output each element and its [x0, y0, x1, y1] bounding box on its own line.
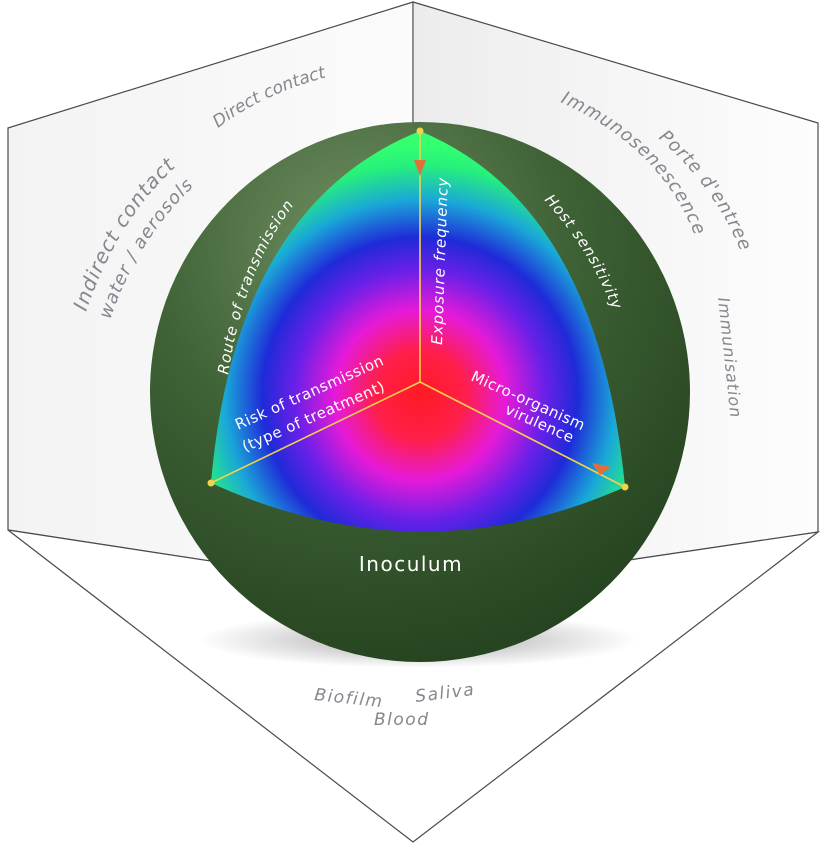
axis-left-dot — [207, 479, 215, 487]
blood-label: Blood — [374, 710, 429, 730]
axis-top-dot — [416, 127, 424, 135]
virulence-arrow-icon — [592, 463, 611, 475]
risk-sector — [211, 131, 625, 532]
exposure-arrow-icon — [414, 160, 426, 176]
axis-right-dot — [621, 483, 629, 491]
inoculum-label: Inoculum — [359, 552, 463, 576]
exposure-frequency-label: Exposure frequency — [428, 176, 452, 345]
